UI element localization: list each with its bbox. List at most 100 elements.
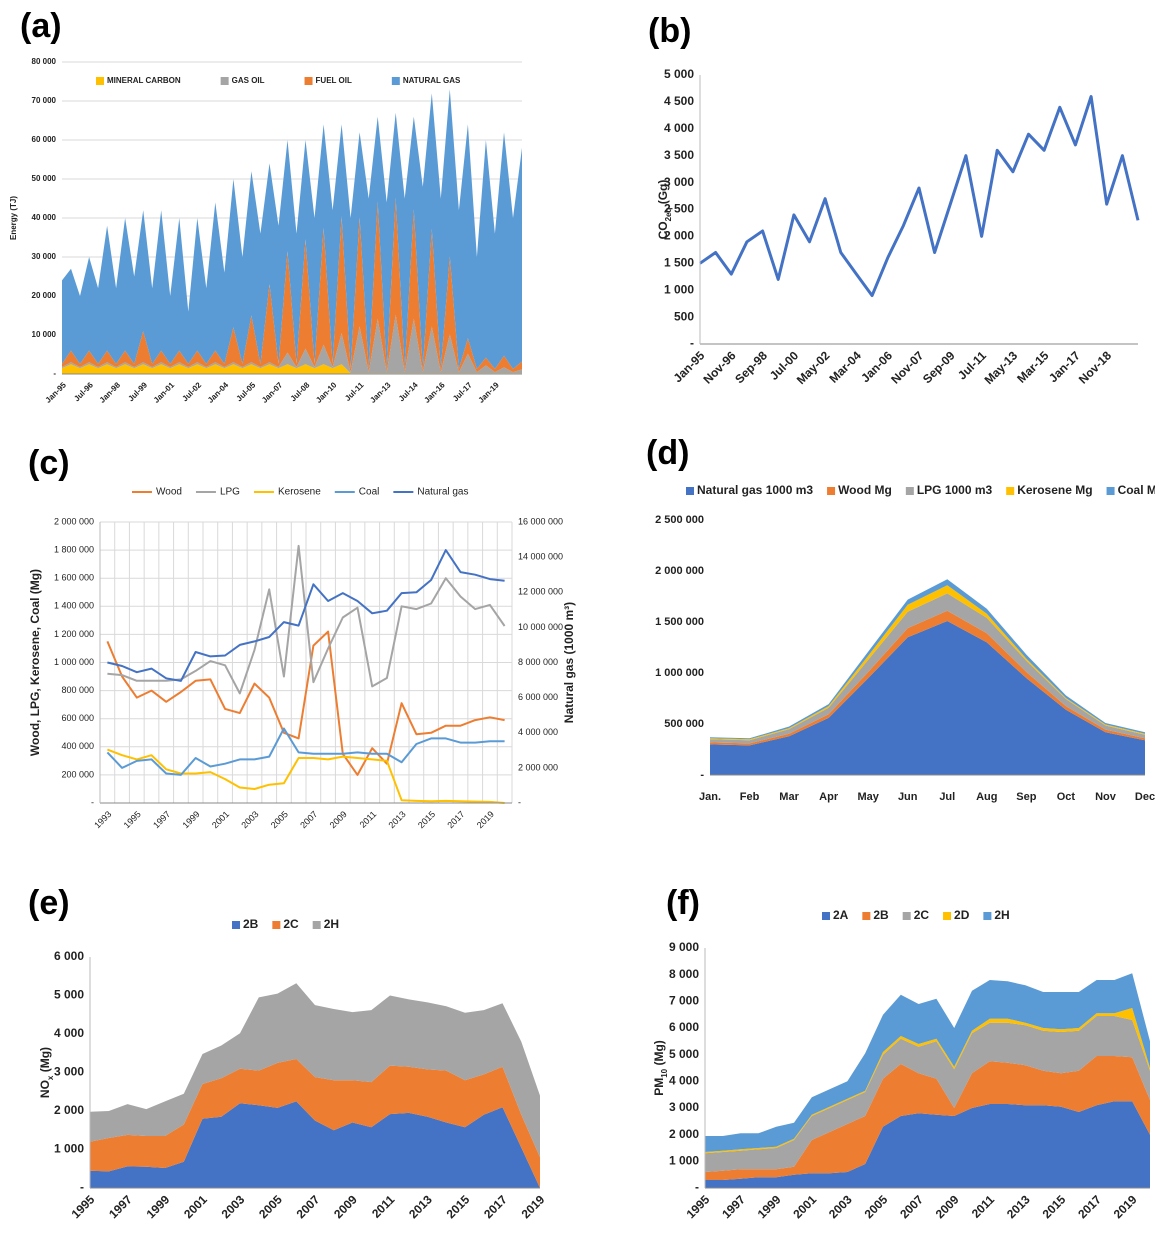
area [62, 197, 522, 373]
legend-label: Kerosene Mg [1017, 483, 1092, 497]
y-tick-label: 2 000 [54, 1103, 84, 1117]
x-tick-label: 2013 [1004, 1192, 1033, 1221]
x-tick-label: 2019 [475, 809, 496, 830]
y-axis-title-part: Natural gas (1000 m³) [562, 602, 576, 723]
y-tick-label: 9 000 [669, 940, 699, 954]
y-tick-label: 2 000 000 [655, 565, 704, 577]
y-tick-label: 800 000 [61, 685, 94, 695]
legend-label: Natural gas 1000 m3 [697, 483, 813, 497]
y-tick-label: 2 000 [669, 1127, 699, 1141]
y-tick-label: 500 [674, 309, 694, 323]
y-axis-title-part: (Mg) [652, 1040, 666, 1069]
x-tick-label: Mar-15 [1014, 348, 1051, 385]
legend-label: Wood Mg [838, 483, 892, 497]
y-tick-label: 1 200 000 [54, 629, 94, 639]
legend-swatch [391, 77, 400, 85]
x-tick-label: 2003 [826, 1192, 855, 1221]
x-tick-label: Jan-13 [368, 380, 393, 405]
line [106, 630, 505, 776]
x-tick-label: 2011 [358, 809, 379, 830]
x-tick-label: 2011 [969, 1192, 998, 1221]
y-tick-label: 1 000 000 [655, 667, 704, 679]
x-tick-label: Jul-99 [126, 380, 149, 403]
y-tick-label: - [695, 1180, 699, 1194]
y-tick-label: 70 000 [32, 96, 57, 105]
y-tick-label: 1 000 [54, 1142, 84, 1156]
x-tick-label: 2005 [269, 809, 290, 830]
x-tick-label: 1999 [144, 1192, 173, 1221]
x-tick-label: Aug [976, 791, 997, 803]
area [90, 983, 540, 1158]
x-tick-label: 2013 [406, 1192, 435, 1221]
y-tick-label: 10 000 [32, 330, 57, 339]
legend-label: 2B [873, 908, 889, 922]
y-tick-label: 3 000 [669, 1100, 699, 1114]
legend-label: 2D [954, 908, 970, 922]
line [107, 549, 505, 682]
y-tick-label: 5 000 [664, 67, 694, 81]
y2-tick-label: 6 000 000 [518, 692, 558, 702]
area [90, 1059, 540, 1188]
y-tick-label: 500 000 [664, 718, 704, 730]
x-tick-label: 2011 [369, 1192, 398, 1221]
y-tick-label: 4 500 [664, 94, 694, 108]
x-tick-label: 2015 [444, 1192, 473, 1221]
panel-label: (e) [28, 884, 70, 922]
x-tick-label: Mar-04 [827, 348, 864, 385]
x-tick-label: 2007 [298, 809, 319, 830]
panel-label: (c) [28, 444, 70, 482]
legend-label: Kerosene [278, 487, 321, 498]
x-tick-label: Jul-08 [289, 380, 312, 403]
y-tick-label: 4 000 [54, 1026, 84, 1040]
x-tick-label: 2019 [519, 1192, 548, 1221]
panel-label: (d) [646, 434, 689, 472]
y-tick-label: 1 500 000 [655, 616, 704, 628]
x-tick-label: Dec [1135, 791, 1155, 803]
legend-label: MINERAL CARBON [107, 76, 181, 85]
y-axis-title: PM10 (Mg) [652, 1040, 668, 1096]
legend-label: LPG [220, 487, 240, 498]
y-axis-title-part: Wood, LPG, Kerosene, Coal (Mg) [28, 569, 42, 756]
x-tick-label: Jan-01 [152, 380, 177, 405]
y-tick-label: 1 400 000 [54, 601, 94, 611]
x-tick-label: 1999 [755, 1192, 784, 1221]
y-axis-title: NOx (Mg) [38, 1047, 54, 1098]
legend-label: 2H [324, 917, 339, 931]
x-tick-label: Jan-95 [44, 380, 69, 405]
y-tick-label: 60 000 [32, 135, 57, 144]
y2-tick-label: 10 000 000 [518, 622, 563, 632]
y-tick-label: 2 000 000 [54, 516, 94, 526]
x-tick-label: 2017 [481, 1192, 510, 1221]
x-tick-label: 1997 [106, 1192, 135, 1221]
area [62, 364, 522, 374]
x-tick-label: 2015 [1040, 1192, 1069, 1221]
y2-tick-label: 14 000 000 [518, 552, 563, 562]
y-tick-label: 1 000 000 [54, 657, 94, 667]
legend-swatch [304, 77, 313, 85]
x-tick-label: Nov-07 [888, 348, 926, 386]
y-tick-label: 400 000 [61, 741, 94, 751]
legend-swatch [905, 487, 914, 495]
line [699, 95, 1140, 298]
y-tick-label: - [690, 336, 694, 350]
line [106, 727, 505, 776]
panel-label: (b) [648, 12, 691, 50]
y-axis-title-part: x [46, 1075, 55, 1080]
y2-tick-label: 2 000 000 [518, 762, 558, 772]
legend-swatch [822, 912, 830, 920]
x-tick-label: Nov [1095, 791, 1117, 803]
legend-label: 2B [243, 917, 259, 931]
y-tick-label: 1 500 [664, 255, 694, 269]
x-tick-label: Jul-14 [397, 380, 420, 403]
y2-tick-label: 12 000 000 [518, 587, 563, 597]
x-tick-label: Oct [1057, 791, 1076, 803]
y-axis-title: Wood, LPG, Kerosene, Coal (Mg) [28, 569, 42, 756]
y-tick-label: 1 000 [664, 282, 694, 296]
x-tick-label: 2013 [387, 809, 408, 830]
y-tick-label: - [53, 369, 56, 378]
x-tick-label: Jul-17 [451, 380, 474, 403]
area [62, 314, 522, 374]
x-tick-label: 2009 [331, 1192, 360, 1221]
legend-label: LPG 1000 m3 [917, 483, 993, 497]
y-axis-title: Energy (TJ) [9, 196, 18, 240]
